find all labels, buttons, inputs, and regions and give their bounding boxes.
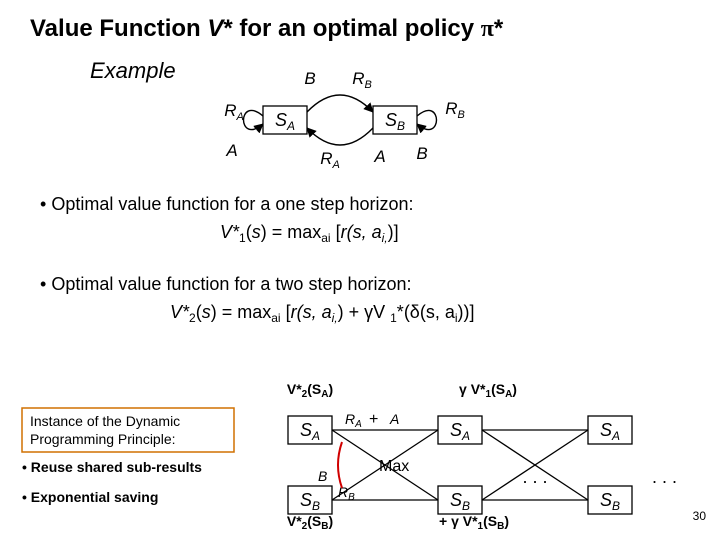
dp-box-l2: Programming Principle:	[30, 431, 176, 447]
tree-dots-2: . . .	[652, 467, 677, 487]
formula-1: V*1(s) = maxai [r(s, ai,)]	[220, 222, 399, 245]
node-sb: SB	[373, 106, 417, 134]
v2-sb: V*2(SB)	[287, 513, 333, 532]
lbl-B_bot: B	[416, 144, 427, 163]
bullet-1: • Optimal value function for a one step …	[40, 194, 414, 214]
page-number: 30	[693, 509, 707, 523]
lbl-B_top: B	[304, 69, 315, 88]
lbl-RA_left: RA	[224, 101, 244, 123]
lbl-RA_bot: RA	[320, 149, 340, 171]
tree-sa-2: SA	[588, 416, 632, 444]
formula-2: V*2(s) = maxai [r(s, ai,) + γV 1*(δ(s, a…	[170, 302, 475, 325]
tree-sb-0: SB	[288, 486, 332, 514]
v2-sa: V*2(SA)	[287, 381, 333, 400]
tree-sb-2: SB	[588, 486, 632, 514]
page-title: Value Function V* for an optimal policy …	[30, 15, 504, 42]
lbl-RB_top: RB	[352, 69, 372, 91]
lbl-RB_right: RB	[445, 99, 465, 121]
gv1-sb: + γ V*1(SB)	[439, 513, 509, 532]
note-1: • Reuse shared sub-results	[22, 459, 202, 475]
lbl-A_bot: A	[373, 147, 385, 166]
loop-sa	[244, 110, 264, 129]
tree-sb-1: SB	[438, 486, 482, 514]
tree-lbl-a: A	[389, 411, 399, 427]
gv1-sa: γ V*1(SA)	[459, 381, 517, 400]
edge-a-bot	[307, 128, 373, 145]
edge-b-top	[307, 95, 373, 112]
dp-box-l1: Instance of the Dynamic	[30, 413, 180, 429]
tree-sa-0: SA	[288, 416, 332, 444]
tree-dots-1: . . .	[522, 467, 547, 487]
tree-lbl-max: Max	[379, 458, 409, 475]
bullet-2: • Optimal value function for a two step …	[40, 274, 412, 294]
tree-lbl-ra: RA	[345, 411, 362, 430]
max-brace	[338, 442, 342, 488]
lbl-A_left: A	[225, 141, 237, 160]
node-sa: SA	[263, 106, 307, 134]
loop-sb	[417, 110, 437, 129]
note-2: • Exponential saving	[22, 489, 158, 505]
tree-lbl-b: B	[318, 468, 327, 484]
example-label: Example	[90, 58, 176, 83]
tree-sa-1: SA	[438, 416, 482, 444]
tree-lbl-plus: +	[369, 411, 378, 428]
